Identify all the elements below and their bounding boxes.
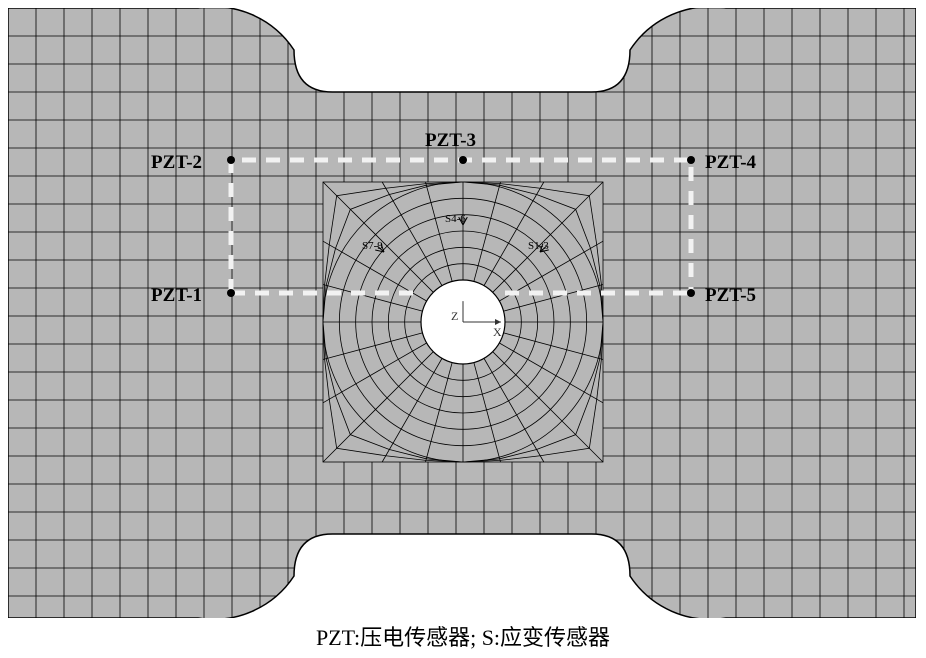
svg-text:X: X xyxy=(493,325,502,339)
svg-text:Z: Z xyxy=(451,309,458,323)
pzt-label-3: PZT-3 xyxy=(425,130,476,152)
figure-caption: PZT:压电传感器; S:应变传感器 xyxy=(0,620,926,652)
strain-label-2: S4-6 xyxy=(445,213,466,225)
pzt-label-1: PZT-1 xyxy=(151,285,202,307)
pzt-label-5: PZT-5 xyxy=(705,285,756,307)
strain-label-1: S1-3 xyxy=(528,240,549,252)
fem-mesh-svg: XZ xyxy=(8,8,916,618)
strain-label-3: S7-9 xyxy=(362,240,383,252)
pzt-label-2: PZT-2 xyxy=(151,152,202,174)
pzt-label-4: PZT-4 xyxy=(705,152,756,174)
diagram-stage: XZ xyxy=(8,8,916,618)
